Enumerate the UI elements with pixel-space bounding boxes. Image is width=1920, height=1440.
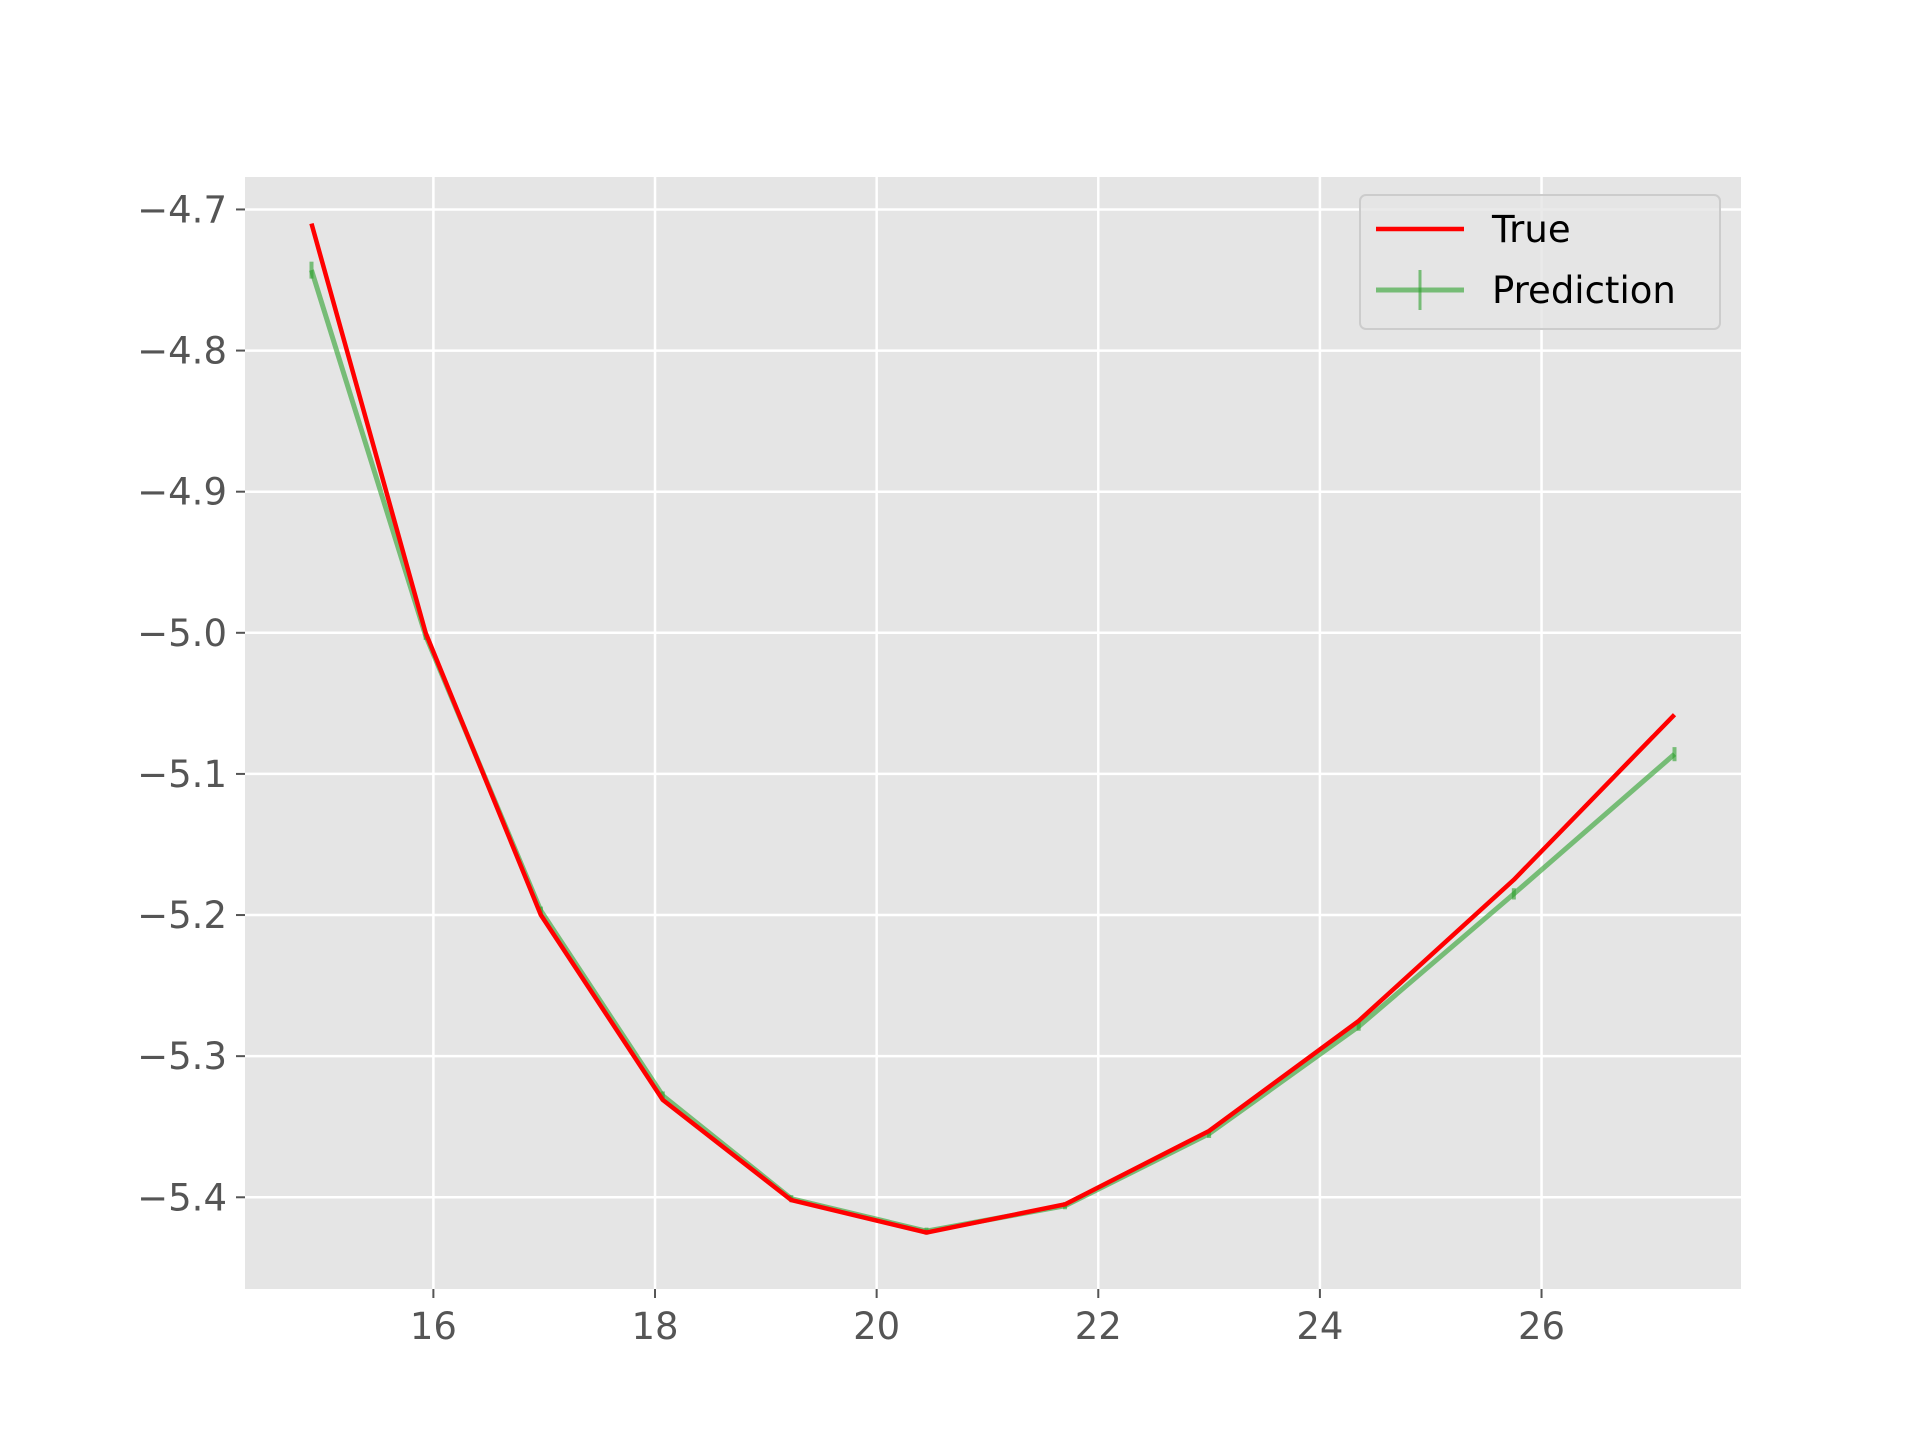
- y-tick-label: −5.3: [137, 1035, 227, 1078]
- x-tick-label: 26: [1518, 1305, 1565, 1348]
- grid-lines: [245, 177, 1741, 1289]
- x-tick-label: 16: [410, 1305, 457, 1348]
- legend-true-label: True: [1491, 208, 1571, 251]
- y-axis: −4.7 −4.8 −4.9 −5.0 −5.1 −5.2 −5.3 −5.4: [137, 188, 245, 1219]
- x-tick-label: 18: [631, 1305, 678, 1348]
- y-tick-label: −5.1: [137, 753, 227, 796]
- true-line: [309, 222, 1677, 1235]
- y-tick-label: −4.7: [137, 188, 227, 231]
- series-layer: [309, 222, 1677, 1235]
- y-tick-label: −4.8: [137, 330, 227, 373]
- x-axis: 16 18 20 22 24 26: [410, 1289, 1565, 1348]
- y-tick-label: −4.9: [137, 471, 227, 514]
- x-tick-label: 20: [853, 1305, 900, 1348]
- legend-prediction-label: Prediction: [1492, 269, 1676, 312]
- y-tick-label: −5.2: [137, 894, 227, 937]
- y-tick-label: −5.0: [137, 612, 227, 655]
- x-tick-label: 24: [1296, 1305, 1343, 1348]
- x-tick-label: 22: [1075, 1305, 1122, 1348]
- legend: True Prediction: [1359, 194, 1721, 330]
- y-tick-label: −5.4: [137, 1176, 227, 1219]
- plot-background: [245, 177, 1741, 1289]
